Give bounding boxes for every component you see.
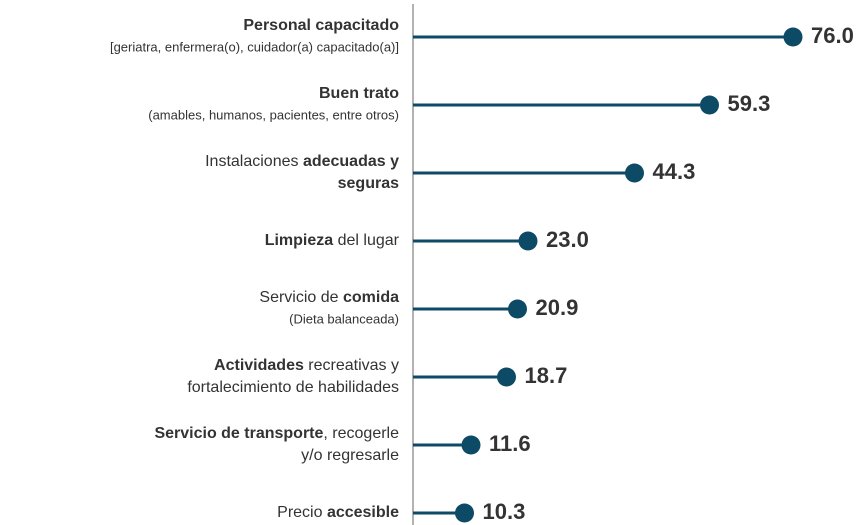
category-label: Servicio de comida [259,289,399,306]
category-note: (Dieta balanceada) [289,311,399,326]
dot [783,27,803,47]
category-label: Instalaciones adecuadas y [205,153,399,170]
label-part: y/o regresarle [301,447,399,464]
category-label: Actividades recreativas y [214,357,399,374]
category-note: [geriatra, enfermera(o), cuidador(a) cap… [110,39,399,54]
label-part: fortalecimiento de habilidades [187,379,399,396]
label-part: recreativas y [304,357,399,374]
label-part: accesible [327,504,399,521]
value-label: 11.6 [489,431,531,456]
dot [625,163,644,183]
label-part: del lugar [333,232,399,249]
dot [455,503,474,523]
value-label: 18.7 [525,363,568,388]
value-label: 59.3 [728,91,771,116]
category-label: Servicio de transporte, recogerle [154,425,399,442]
label-part: Servicio de [259,289,343,306]
label-part: comida [343,289,399,306]
value-label: 76.0 [811,23,854,48]
label-part: , recogerle [323,425,399,442]
label-part: Buen trato [319,85,399,102]
label-part: adecuadas y [303,153,399,170]
value-label: 44.3 [653,159,696,184]
label-part: Instalaciones [205,153,303,170]
category-label: y/o regresarle [301,447,399,464]
category-label: Buen trato [319,85,399,102]
dot [518,231,538,251]
category-note: (amables, humanos, pacientes, entre otro… [148,107,399,122]
category-label: fortalecimiento de habilidades [187,379,399,396]
label-part: Servicio de transporte [154,425,323,442]
label-part: seguras [338,175,399,192]
dot [497,367,516,387]
value-label: 23.0 [546,227,589,252]
value-label: 20.9 [536,295,579,320]
label-part: Limpieza [265,232,334,249]
category-label: Precio accesible [277,504,399,521]
label-part: Personal capacitado [243,17,399,34]
label-part: Precio [277,504,327,521]
category-label: seguras [338,175,399,192]
category-label: Personal capacitado [243,17,399,34]
dot [461,435,481,455]
label-part: Actividades [214,357,304,374]
category-label: Limpieza del lugar [265,232,400,249]
dot [508,299,527,319]
value-label: 10.3 [483,499,526,524]
dot [700,95,719,115]
